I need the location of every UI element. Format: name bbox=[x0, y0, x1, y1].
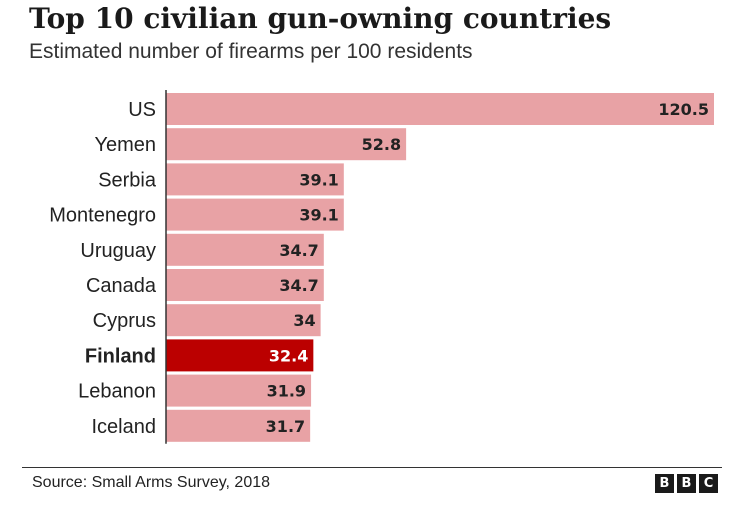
category-label-iceland: Iceland bbox=[92, 416, 157, 438]
bar-montenegro bbox=[166, 198, 344, 231]
value-label-montenegro: 39.1 bbox=[299, 206, 338, 225]
bar-finland bbox=[166, 339, 314, 372]
bar-yemen bbox=[166, 128, 407, 161]
chart-title: Top 10 civilian gun-owning countries bbox=[29, 2, 612, 35]
category-label-lebanon: Lebanon bbox=[78, 381, 156, 403]
bar-serbia bbox=[166, 163, 344, 196]
value-label-yemen: 52.8 bbox=[362, 135, 401, 154]
bar-canada bbox=[166, 269, 324, 301]
footer-divider bbox=[22, 467, 722, 468]
source-note: Source: Small Arms Survey, 2018 bbox=[32, 474, 271, 491]
logo-letter-b1: B bbox=[655, 474, 674, 493]
value-label-cyprus: 34 bbox=[293, 311, 315, 330]
value-label-serbia: 39.1 bbox=[299, 170, 338, 189]
category-label-montenegro: Montenegro bbox=[49, 205, 156, 227]
bbc-logo: B B C bbox=[655, 474, 718, 493]
bar-iceland bbox=[166, 409, 311, 442]
category-label-uruguay: Uruguay bbox=[80, 240, 156, 262]
value-label-uruguay: 34.7 bbox=[279, 241, 318, 260]
bar-lebanon bbox=[166, 374, 312, 407]
value-label-finland: 32.4 bbox=[269, 346, 308, 365]
logo-letter-b2: B bbox=[677, 474, 696, 493]
chart-subtitle: Estimated number of firearms per 100 res… bbox=[29, 40, 473, 63]
value-label-iceland: 31.7 bbox=[266, 417, 305, 436]
category-label-yemen: Yemen bbox=[94, 134, 156, 156]
value-label-us: 120.5 bbox=[658, 100, 709, 119]
category-label-finland: Finland bbox=[85, 345, 156, 367]
value-label-canada: 34.7 bbox=[279, 276, 318, 295]
logo-letter-c: C bbox=[699, 474, 718, 493]
category-label-cyprus: Cyprus bbox=[93, 310, 156, 332]
category-label-canada: Canada bbox=[86, 275, 157, 297]
bar-uruguay bbox=[166, 233, 324, 266]
bar-cyprus bbox=[166, 304, 321, 337]
value-label-lebanon: 31.9 bbox=[267, 382, 306, 401]
category-label-serbia: Serbia bbox=[98, 169, 157, 191]
bar-us bbox=[166, 93, 714, 125]
bar-chart: US 120.5 Yemen 52.8 Serbia 39.1 Montenegro 39.1… bbox=[49, 90, 714, 444]
category-label-us: US bbox=[128, 99, 156, 121]
